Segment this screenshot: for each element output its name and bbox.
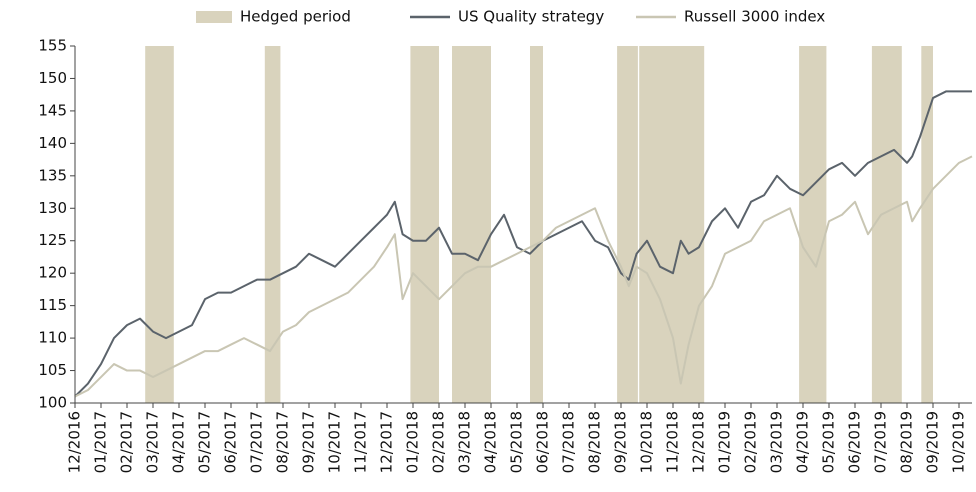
- x-tick-label: 02/2019: [742, 411, 760, 473]
- x-tick-label: 07/2018: [560, 411, 578, 473]
- x-tick-label: 01/2017: [92, 411, 110, 473]
- x-tick-label: 10/2018: [638, 411, 656, 473]
- x-tick-label: 06/2019: [846, 411, 864, 473]
- series-line: [74, 155, 973, 398]
- y-tick-label: 145: [38, 101, 67, 119]
- x-tick-label: 09/2018: [612, 411, 630, 473]
- y-tick-label: 105: [38, 361, 67, 379]
- y-tick-label: 135: [38, 166, 67, 184]
- hedged-band: [264, 46, 281, 403]
- x-tick-label: 08/2017: [274, 411, 292, 473]
- hedged-band: [452, 46, 491, 403]
- x-tick-label: 12/2017: [378, 411, 396, 473]
- hedged-band: [871, 46, 902, 403]
- x-tick-label: 07/2019: [872, 411, 890, 473]
- x-tick-label: 11/2018: [664, 411, 682, 473]
- hedged-band: [410, 46, 439, 403]
- x-tick-label: 04/2018: [482, 411, 500, 473]
- x-tick-label: 10/2017: [326, 411, 344, 473]
- hedged-band: [639, 46, 705, 403]
- legend-label: US Quality strategy: [458, 8, 604, 26]
- x-tick-label: 08/2019: [898, 411, 916, 473]
- x-tick-label: 04/2017: [170, 411, 188, 473]
- y-tick-label: 125: [38, 231, 67, 249]
- x-tick-label: 12/2016: [66, 411, 84, 473]
- x-tick-label: 06/2017: [222, 411, 240, 473]
- x-tick-label: 03/2019: [768, 411, 786, 473]
- x-tick-label: 04/2019: [794, 411, 812, 473]
- x-tick-label: 02/2018: [430, 411, 448, 473]
- x-tick-label: 05/2018: [508, 411, 526, 473]
- y-tick-label: 100: [38, 394, 67, 412]
- x-tick-label: 12/2018: [690, 411, 708, 473]
- x-tick-label: 06/2018: [534, 411, 552, 473]
- hedged-band: [145, 46, 174, 403]
- x-tick-label: 01/2019: [716, 411, 734, 473]
- y-tick-label: 155: [38, 37, 67, 55]
- x-tick-label: 11/2017: [352, 411, 370, 473]
- x-tick-label: 09/2017: [300, 411, 318, 473]
- y-tick-label: 150: [38, 69, 67, 87]
- x-tick-label: 09/2019: [924, 411, 942, 473]
- x-tick-label: 05/2017: [196, 411, 214, 473]
- x-tick-label: 03/2018: [456, 411, 474, 473]
- y-tick-label: 130: [38, 199, 67, 217]
- legend-label: Hedged period: [240, 8, 351, 26]
- y-tick-label: 115: [38, 296, 67, 314]
- legend-label: Russell 3000 index: [684, 8, 825, 26]
- x-tick-label: 02/2017: [118, 411, 136, 473]
- x-tick-label: 07/2017: [248, 411, 266, 473]
- x-tick-label: 05/2019: [820, 411, 838, 473]
- x-tick-label: 01/2018: [404, 411, 422, 473]
- y-tick-label: 140: [38, 134, 67, 152]
- y-tick-label: 110: [38, 329, 67, 347]
- legend-swatch: [196, 11, 232, 23]
- hedged-band: [799, 46, 827, 403]
- x-tick-label: 10/2019: [950, 411, 968, 473]
- hedged-band: [530, 46, 543, 403]
- y-tick-label: 120: [38, 264, 67, 282]
- hedged-band: [617, 46, 638, 403]
- x-tick-label: 03/2017: [144, 411, 162, 473]
- hedged-band: [921, 46, 933, 403]
- series-line: [74, 90, 972, 398]
- x-tick-label: 08/2018: [586, 411, 604, 473]
